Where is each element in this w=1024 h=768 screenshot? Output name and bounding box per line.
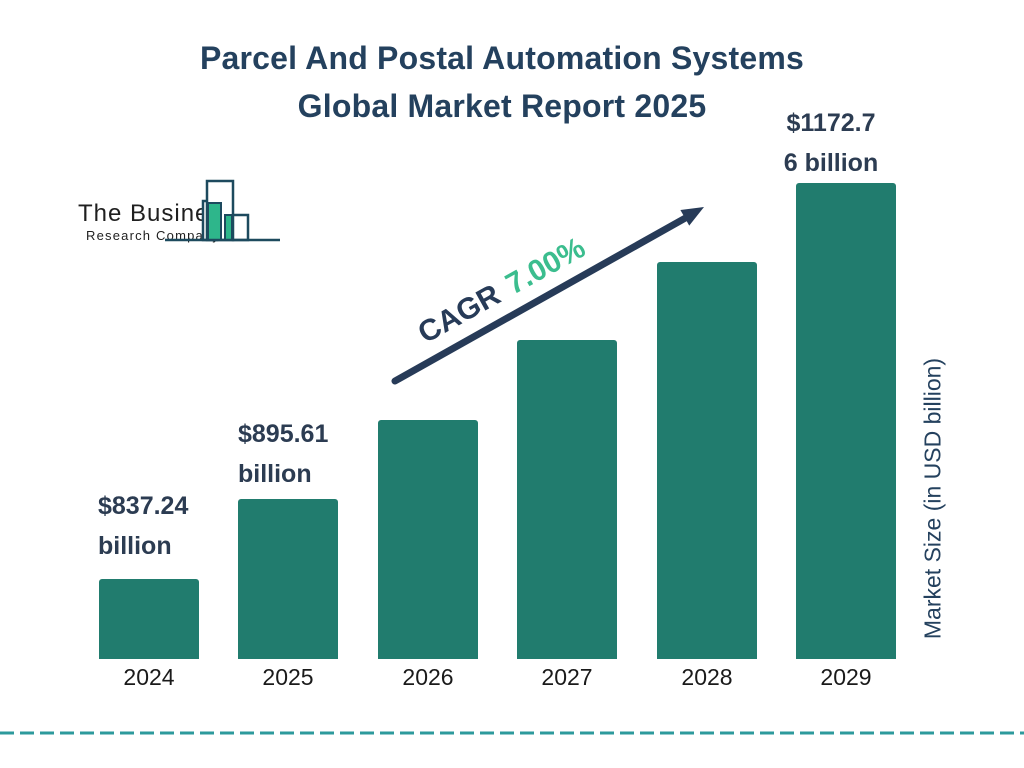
bar-2028	[657, 262, 757, 659]
x-tick-2026: 2026	[402, 664, 454, 690]
bar-2025	[238, 499, 338, 659]
page-title-line1: Parcel And Postal Automation Systems	[199, 40, 805, 76]
value-label-2024: $837.24 billion	[98, 492, 189, 560]
page-title-line2: Global Market Report 2025	[297, 88, 707, 124]
value-label-2029: $1172.7 6 billion	[783, 109, 879, 177]
x-tick-2028: 2028	[681, 664, 733, 690]
bar-2026	[378, 420, 478, 659]
x-tick-2024: 2024	[123, 664, 175, 690]
company-logo: The Business Research Company	[60, 178, 300, 248]
x-tick-2029: 2029	[820, 664, 872, 690]
x-tick-2025: 2025	[262, 664, 314, 690]
y-axis-label: Market Size (in USD billion)	[919, 357, 946, 640]
value-label-2025: $895.61 billion	[238, 420, 329, 488]
logo-bar-chart-icon	[165, 179, 280, 242]
bar-2029	[796, 183, 896, 659]
bar-2024	[99, 579, 199, 659]
bar-2027	[517, 340, 617, 659]
page-title: Parcel And Postal Automation Systems Glo…	[0, 34, 1004, 130]
x-tick-2027: 2027	[541, 664, 593, 690]
